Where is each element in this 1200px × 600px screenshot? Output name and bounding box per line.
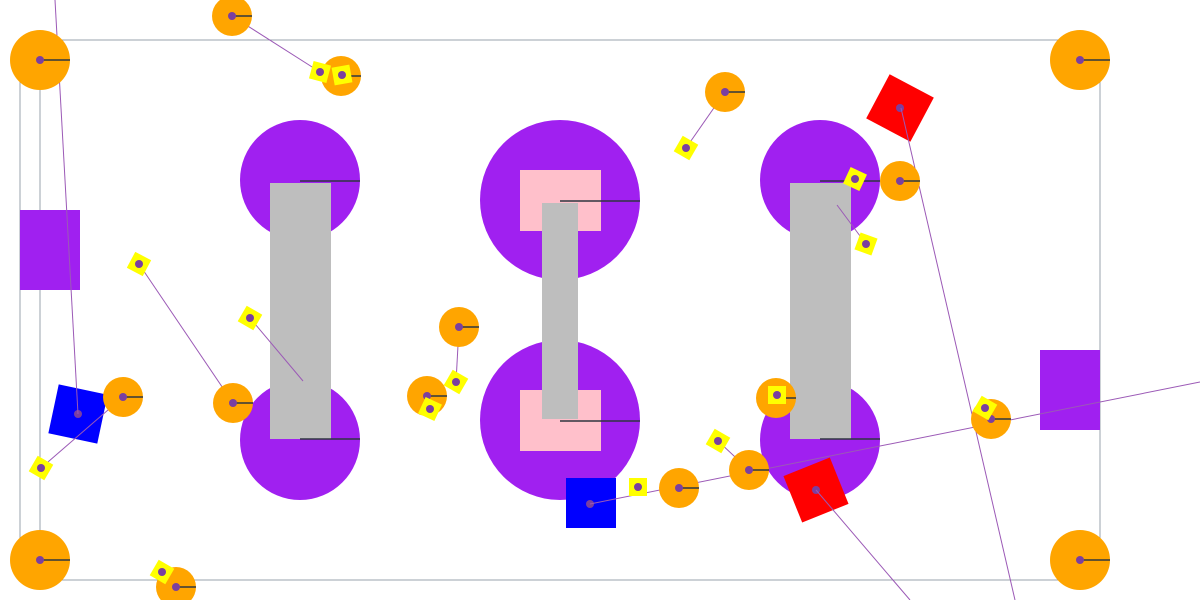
- center-marker: [682, 144, 690, 152]
- center-marker: [896, 104, 904, 112]
- purple-wall-block: [20, 210, 80, 290]
- center-marker: [229, 399, 237, 407]
- center-marker: [634, 483, 642, 491]
- center-marker: [1076, 56, 1084, 64]
- center-marker: [714, 437, 722, 445]
- center-marker: [119, 393, 127, 401]
- gray-bar: [270, 183, 331, 439]
- center-marker: [423, 392, 431, 400]
- center-marker: [36, 556, 44, 564]
- joint-link: [900, 107, 1016, 600]
- center-marker: [228, 12, 236, 20]
- center-marker: [773, 391, 781, 399]
- gray-bar: [542, 203, 578, 419]
- center-marker: [745, 466, 753, 474]
- center-marker: [135, 260, 143, 268]
- center-marker: [172, 583, 180, 591]
- center-marker: [452, 378, 460, 386]
- center-marker: [246, 314, 254, 322]
- center-marker: [981, 404, 989, 412]
- joint-link: [815, 489, 911, 600]
- center-marker: [675, 484, 683, 492]
- gray-bar: [790, 183, 851, 439]
- purple-wall-block: [1040, 350, 1100, 430]
- joint-link: [138, 263, 234, 404]
- center-marker: [338, 71, 346, 79]
- center-marker: [896, 177, 904, 185]
- center-marker: [158, 568, 166, 576]
- joint-link: [249, 317, 304, 382]
- center-marker: [37, 464, 45, 472]
- center-marker: [862, 240, 870, 248]
- center-marker: [721, 88, 729, 96]
- center-marker: [455, 323, 463, 331]
- center-marker: [426, 405, 434, 413]
- center-marker: [851, 175, 859, 183]
- center-marker: [36, 56, 44, 64]
- center-marker: [1076, 556, 1084, 564]
- center-marker: [316, 68, 324, 76]
